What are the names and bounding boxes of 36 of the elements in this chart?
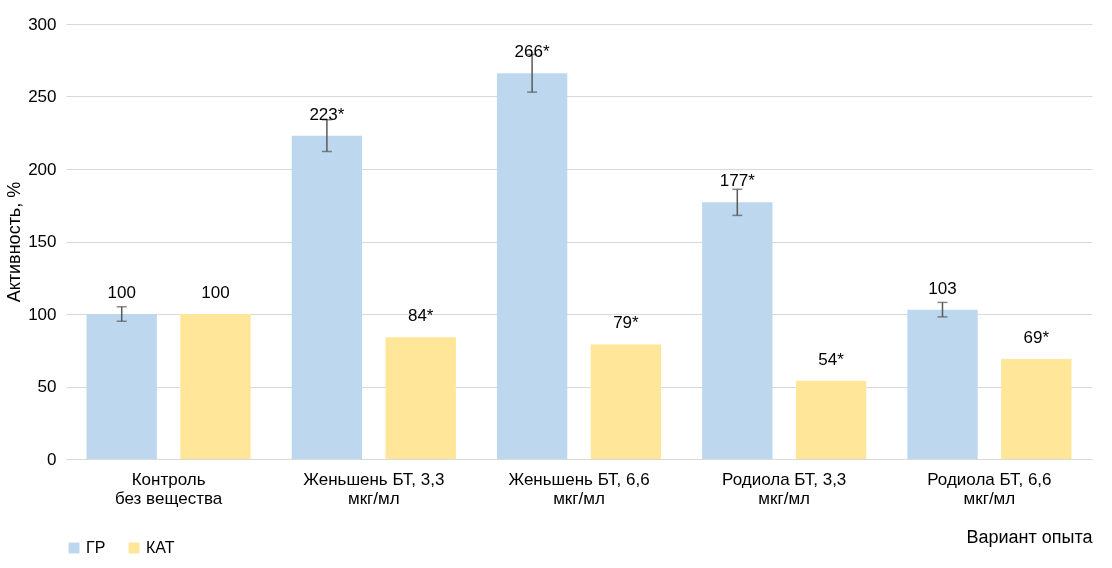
bar	[385, 337, 456, 459]
y-tick-label: 100	[28, 304, 57, 324]
x-tick-label: Женьшень БТ, 3,3 мкг/мл	[303, 469, 445, 508]
data-label: 177*	[719, 171, 756, 191]
legend-label: КАТ	[146, 539, 175, 556]
x-tick-label: Родиола БТ, 6,6 мкг/мл	[927, 469, 1052, 508]
legend-label: ГР	[86, 539, 106, 556]
bar	[1001, 358, 1072, 459]
bar	[180, 314, 251, 459]
bar	[590, 344, 662, 459]
y-tick-label: 300	[28, 14, 57, 34]
data-label: 69*	[1023, 327, 1050, 347]
data-label: 223*	[309, 104, 345, 124]
data-label: 79*	[613, 313, 640, 333]
x-tick-label: Женьшень БТ, 6,6 мкг/мл	[508, 469, 650, 508]
y-tick-label: 150	[28, 232, 57, 251]
data-label: 103	[928, 278, 957, 298]
x-tick-label: Контроль без вещества	[114, 469, 223, 508]
bar	[795, 380, 867, 459]
bar	[86, 314, 157, 459]
data-label: 100	[107, 283, 136, 302]
data-label: 100	[201, 283, 230, 302]
y-tick-label: 200	[28, 159, 57, 179]
y-tick-label: 0	[47, 449, 57, 469]
bar	[907, 309, 978, 459]
y-tick-label: 50	[37, 377, 57, 396]
bar	[496, 73, 568, 459]
bar	[291, 135, 363, 459]
x-tick-label: Родиола БТ, 3,3 мкг/мл	[722, 469, 847, 508]
data-label: 54*	[818, 349, 845, 369]
bar	[702, 202, 773, 459]
y-tick-label: 250	[28, 87, 57, 106]
x-axis-title: Вариант опыта	[966, 526, 1094, 547]
y-axis-title: Активность, %	[4, 181, 25, 303]
data-label: 266*	[514, 42, 550, 62]
data-label: 84*	[407, 306, 434, 326]
